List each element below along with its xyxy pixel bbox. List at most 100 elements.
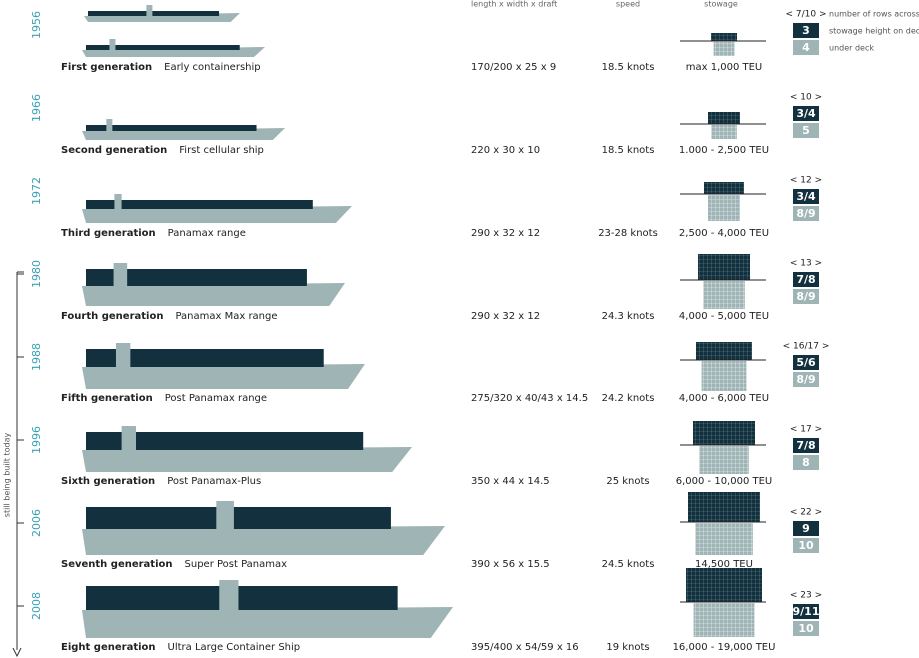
ship-bridge <box>121 426 136 450</box>
on-deck-value: 7/8 <box>796 273 815 286</box>
capacity: max 1,000 TEU <box>686 62 763 73</box>
year: 1996 <box>30 426 43 454</box>
generation-name: Fifth generation <box>61 393 153 404</box>
under-deck-value: 10 <box>798 622 814 635</box>
under-deck-value: 8/9 <box>796 373 815 386</box>
speed: 25 knots <box>606 476 649 487</box>
capacity: 6,000 - 10,000 TEU <box>676 476 773 487</box>
dimensions: 290 x 32 x 12 <box>471 228 540 239</box>
ship-containers <box>86 269 307 286</box>
ship-containers <box>88 11 220 16</box>
dimensions: 170/200 x 25 x 9 <box>471 62 556 73</box>
ship-bridge <box>219 580 239 610</box>
speed: 19 knots <box>606 642 649 653</box>
stowage-on-deck <box>708 112 740 124</box>
generation-name: Second generation <box>61 145 167 156</box>
ship-hull <box>82 206 352 223</box>
dimensions: 350 x 44 x 14.5 <box>471 476 550 487</box>
on-deck-value: 9 <box>802 522 810 535</box>
legend-under-deck: under deck <box>829 44 874 53</box>
rows-across: < 17 > <box>790 425 822 435</box>
on-deck-box <box>793 23 819 38</box>
ship-hull <box>82 607 453 638</box>
on-deck-box <box>793 272 819 287</box>
under-deck-box <box>793 538 819 553</box>
ship-hull <box>82 283 345 306</box>
under-deck-box <box>793 123 819 138</box>
on-deck-value: 7/8 <box>796 439 815 452</box>
generation-name: Third generation <box>61 228 156 239</box>
dimensions: 275/320 x 40/43 x 14.5 <box>471 393 588 404</box>
stowage-under-deck <box>693 603 755 637</box>
ship-hull <box>82 526 445 555</box>
generation-name: Seventh generation <box>61 559 173 570</box>
stowage-under-deck <box>701 361 747 391</box>
generation-description: Post Panamax-Plus <box>167 476 261 487</box>
under-deck-value: 5 <box>802 124 810 137</box>
dimensions: 290 x 32 x 12 <box>471 311 540 322</box>
on-deck-value: 3/4 <box>796 190 816 203</box>
ship-bridge <box>113 263 128 286</box>
header-dimensions: length x width x draft <box>471 0 557 9</box>
generation-name: Sixth generation <box>61 476 155 487</box>
under-deck-value: 8/9 <box>796 290 815 303</box>
stowage-under-deck <box>695 523 753 555</box>
on-deck-value: 3/4 <box>796 107 816 120</box>
on-deck-box <box>793 604 819 619</box>
stowage-under-deck <box>711 125 737 139</box>
stowage-on-deck <box>693 421 755 445</box>
ship-containers <box>86 432 364 450</box>
year: 2006 <box>30 509 43 537</box>
generation-description: First cellular ship <box>179 145 264 156</box>
capacity: 4,000 - 5,000 TEU <box>679 311 769 322</box>
capacity: 16,000 - 19,000 TEU <box>673 642 776 653</box>
stowage-under-deck <box>713 42 735 56</box>
stowage-on-deck <box>704 182 744 194</box>
on-deck-box <box>793 521 819 536</box>
on-deck-value: 5/6 <box>796 356 816 369</box>
stowage-under-deck <box>699 446 749 474</box>
capacity: 14,500 TEU <box>695 559 753 570</box>
speed: 18.5 knots <box>602 62 655 73</box>
rows-across: < 7/10 > <box>785 10 826 20</box>
capacity: 1.000 - 2,500 TEU <box>679 145 769 156</box>
ship-bridge <box>106 119 113 131</box>
under-deck-value: 8/9 <box>796 207 815 220</box>
on-deck-box <box>793 189 819 204</box>
under-deck-box <box>793 40 819 55</box>
generation-name: Fourth generation <box>61 311 163 322</box>
on-deck-box <box>793 355 819 370</box>
ship-hull <box>82 447 412 472</box>
generation-description: Panamax range <box>168 228 246 239</box>
year: 1980 <box>30 260 43 288</box>
on-deck-value: 9/11 <box>793 605 820 618</box>
dimensions: 390 x 56 x 15.5 <box>471 559 550 570</box>
dimensions: 220 x 30 x 10 <box>471 145 540 156</box>
generation-description: Panamax Max range <box>175 311 277 322</box>
under-deck-box <box>793 455 819 470</box>
dimensions: 395/400 x 54/59 x 16 <box>471 642 579 653</box>
ship-containers <box>86 125 257 131</box>
header-stowage: stowage <box>704 0 738 9</box>
capacity: 4,000 - 6,000 TEU <box>679 393 769 404</box>
under-deck-box <box>793 206 819 221</box>
under-deck-box <box>793 372 819 387</box>
rows-across: < 22 > <box>790 508 822 518</box>
speed: 24.5 knots <box>602 559 655 570</box>
speed: 24.2 knots <box>602 393 655 404</box>
legend-rows: number of rows across <box>829 10 919 19</box>
ship-bridge <box>146 5 153 16</box>
ship-containers <box>86 45 240 50</box>
on-deck-box <box>793 106 819 121</box>
under-deck-box <box>793 621 819 636</box>
stowage-on-deck <box>696 342 752 360</box>
rows-across: < 16/17 > <box>783 342 830 352</box>
speed: 23-28 knots <box>598 228 658 239</box>
under-deck-value: 8 <box>802 456 810 469</box>
stowage-on-deck <box>698 254 750 280</box>
legend-on-deck: stowage height on deck <box>829 27 919 36</box>
year: 1972 <box>30 177 43 205</box>
ship-containers <box>86 349 324 367</box>
speed: 18.5 knots <box>602 145 655 156</box>
